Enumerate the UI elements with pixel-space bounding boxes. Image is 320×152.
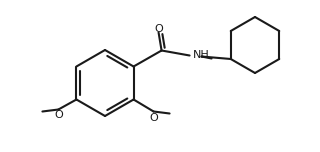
Text: NH: NH <box>193 50 209 59</box>
Text: O: O <box>54 111 63 121</box>
Text: O: O <box>154 24 163 33</box>
Text: O: O <box>149 112 158 123</box>
